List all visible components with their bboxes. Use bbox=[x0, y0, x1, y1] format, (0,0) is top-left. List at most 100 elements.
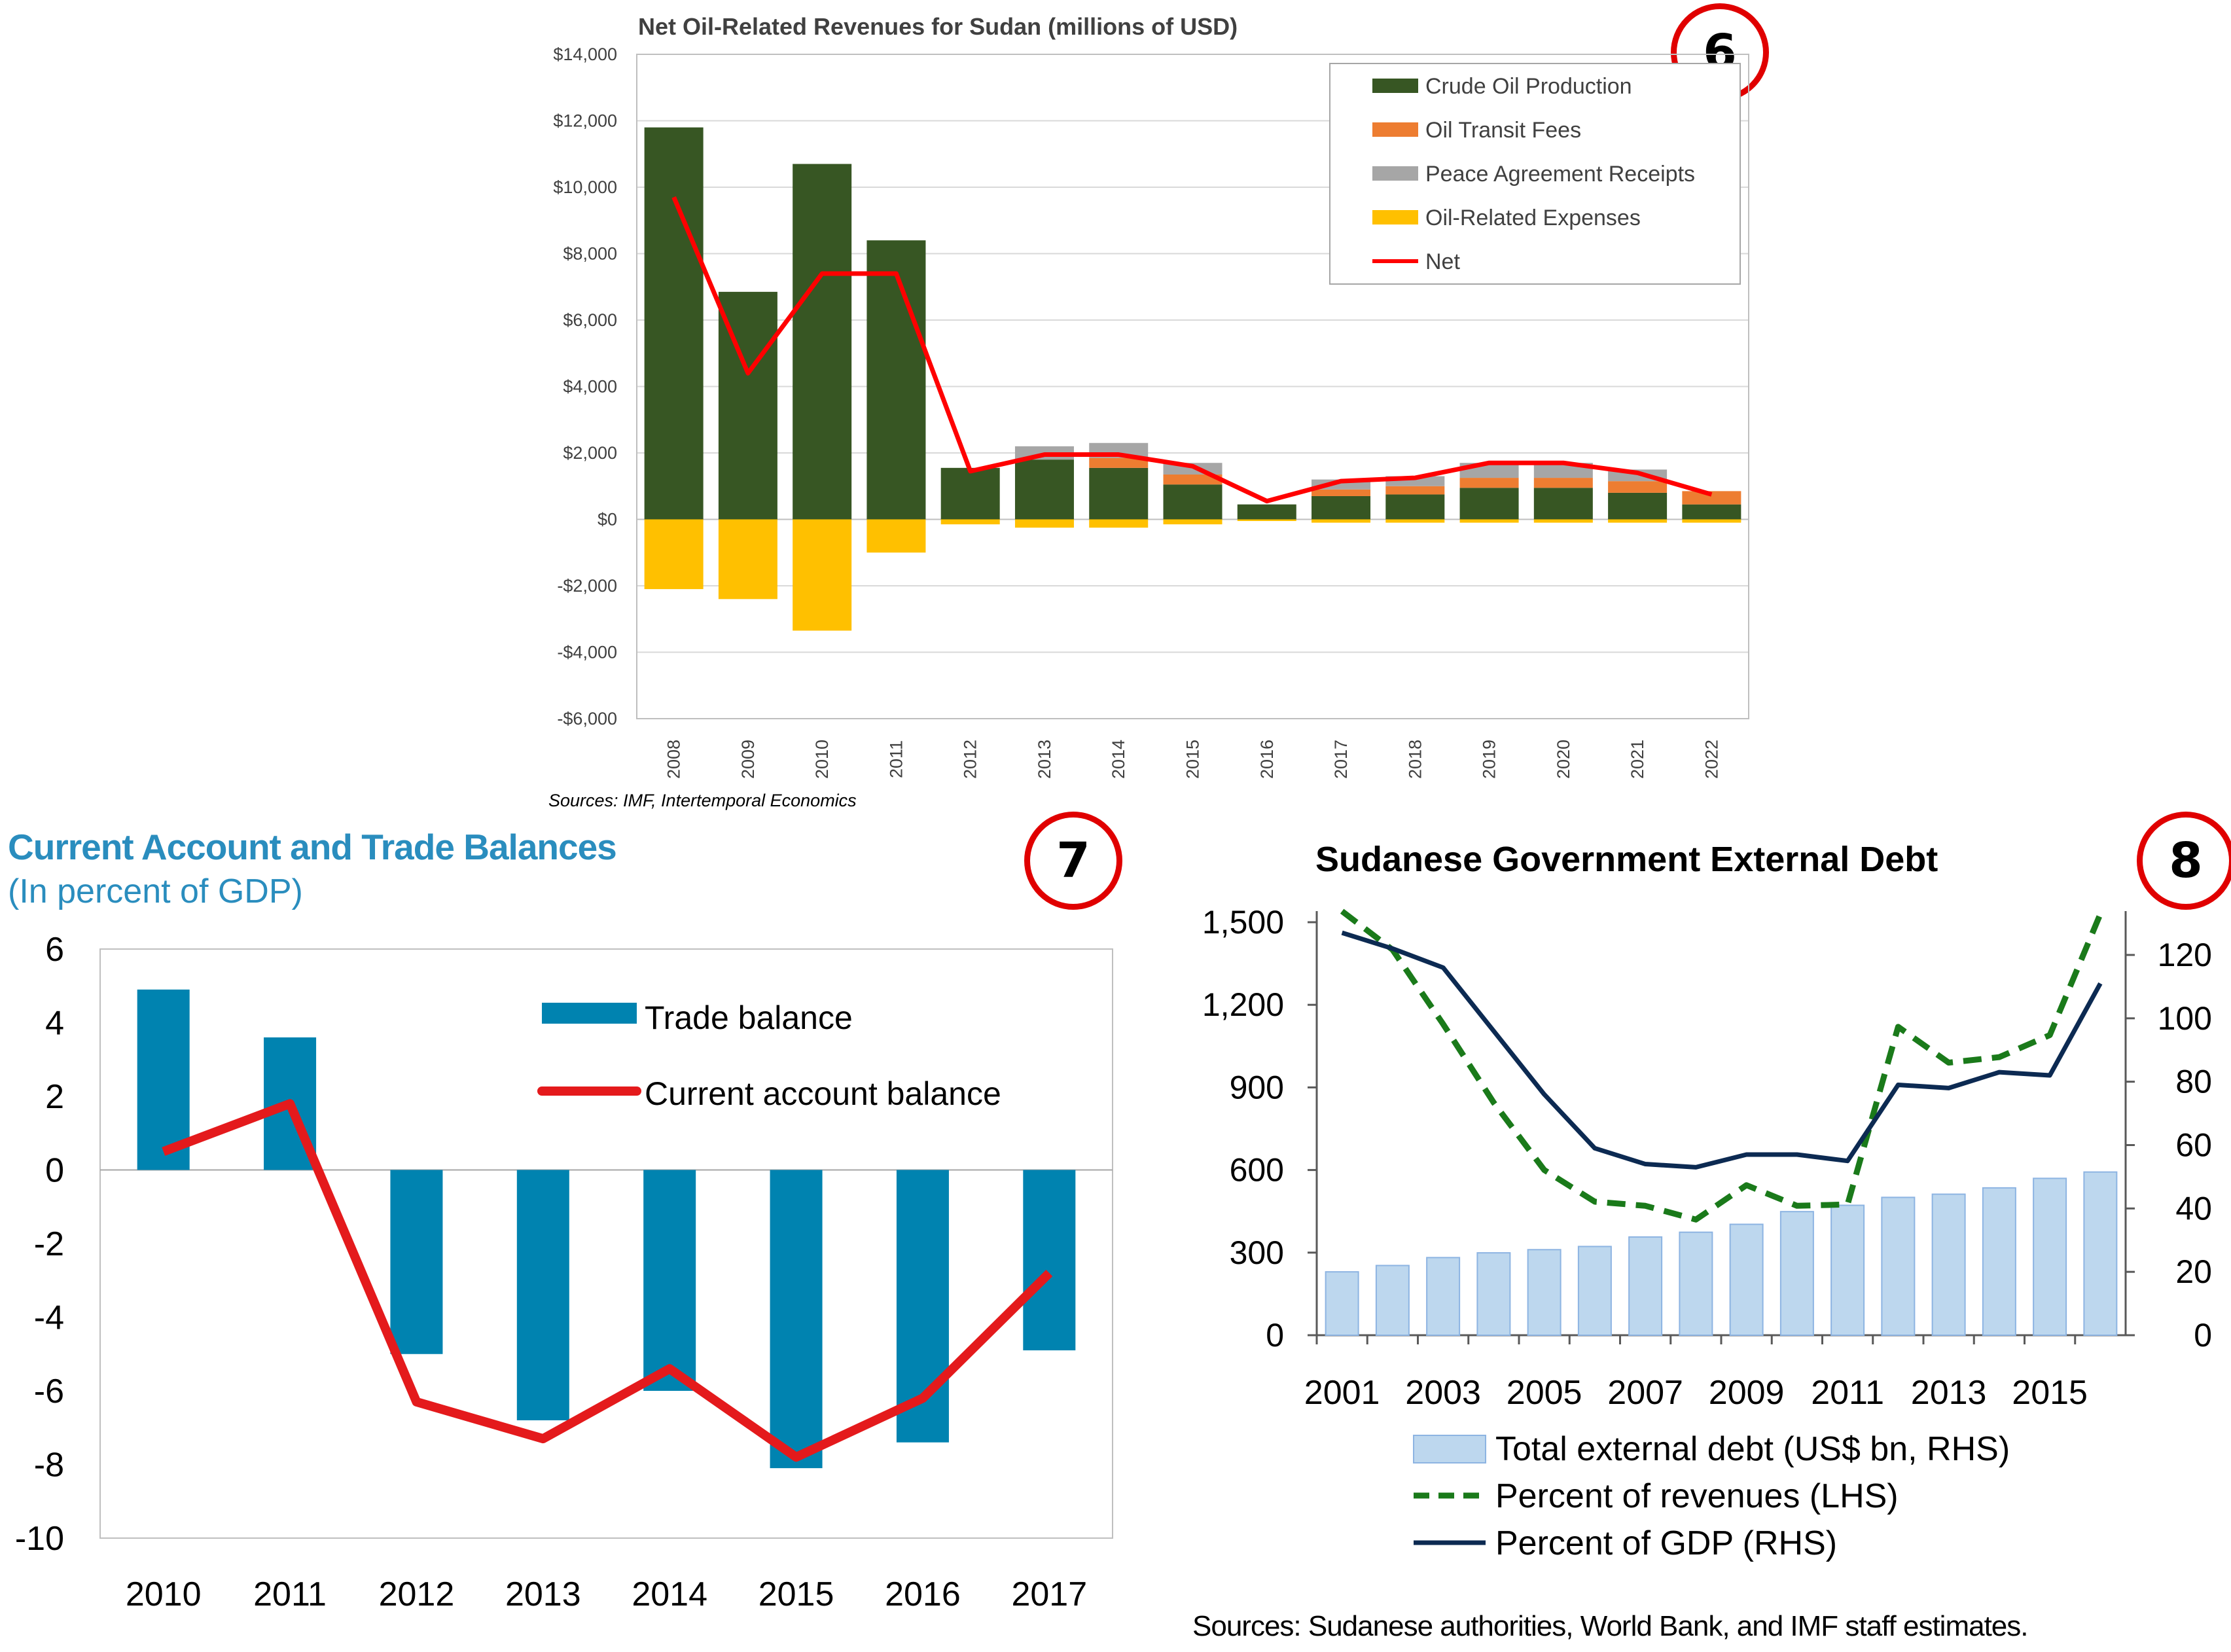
y-tick-label: 6 bbox=[45, 931, 64, 969]
y-tick-label-right: 20 bbox=[2175, 1253, 2212, 1290]
external-debt-bar bbox=[1779, 1211, 1814, 1337]
bar-segment bbox=[1682, 504, 1741, 520]
bar-segment bbox=[1385, 494, 1445, 520]
legend-label: Oil Transit Fees bbox=[1425, 118, 1581, 143]
external-debt-bar bbox=[1426, 1257, 1461, 1336]
x-tick-label: 2016 bbox=[885, 1575, 961, 1613]
bar-segment bbox=[644, 127, 704, 520]
bar-segment bbox=[1237, 504, 1296, 520]
y-tick-label-left: 300 bbox=[1230, 1234, 1284, 1271]
x-tick-label: 2015 bbox=[1183, 740, 1203, 779]
x-tick-label: 2010 bbox=[126, 1575, 202, 1613]
x-tick-label: 2014 bbox=[632, 1575, 707, 1613]
x-tick-label: 2011 bbox=[253, 1575, 327, 1613]
y-tick-label-right: 0 bbox=[2194, 1317, 2212, 1354]
legend-label: Current account balance bbox=[645, 1075, 1001, 1112]
bar-segment bbox=[1385, 486, 1445, 495]
legend-swatch bbox=[1372, 79, 1418, 93]
trade-balance-bar bbox=[390, 1170, 443, 1354]
percent-revenues-line bbox=[1340, 908, 2103, 1223]
external-debt-bar bbox=[1830, 1204, 1865, 1337]
y-tick-label: $10,000 bbox=[553, 177, 617, 197]
bar-segment bbox=[1459, 488, 1519, 520]
x-tick-label: 2009 bbox=[738, 740, 758, 779]
bar-segment bbox=[1608, 481, 1668, 493]
x-tick-label: 2007 bbox=[1607, 1374, 1683, 1412]
chart7-number-badge: 7 bbox=[1024, 812, 1122, 910]
external-debt-bar bbox=[1375, 1265, 1410, 1336]
chart8-title: Sudanese Government External Debt bbox=[1315, 840, 1938, 879]
x-tick-label: 2008 bbox=[664, 740, 684, 779]
bar-segment bbox=[1459, 478, 1519, 488]
y-tick-label-left: 600 bbox=[1230, 1152, 1284, 1189]
bar-segment bbox=[1089, 458, 1149, 468]
x-tick-label: 2012 bbox=[961, 740, 980, 779]
y-tick-label: -6 bbox=[34, 1373, 64, 1410]
x-tick-label: 2010 bbox=[812, 740, 832, 779]
x-tick-label: 2005 bbox=[1507, 1374, 1582, 1412]
chart8-sources: Sources: Sudanese authorities, World Ban… bbox=[1192, 1610, 2028, 1642]
y-tick-label-right: 80 bbox=[2175, 1064, 2212, 1100]
bar-segment bbox=[1533, 519, 1593, 523]
legend-label: Peace Agreement Receipts bbox=[1425, 162, 1695, 187]
bar-segment bbox=[940, 467, 1000, 520]
bar-segment bbox=[1312, 495, 1371, 520]
x-tick-label: 2003 bbox=[1405, 1374, 1481, 1412]
bar-segment bbox=[1163, 519, 1223, 525]
x-tick-label: 2013 bbox=[1911, 1374, 1987, 1412]
external-debt-bar bbox=[1628, 1236, 1663, 1336]
bar-segment bbox=[1089, 519, 1149, 528]
y-tick-label: -8 bbox=[34, 1446, 64, 1484]
trade-balance-bar bbox=[516, 1170, 569, 1420]
external-debt-bar bbox=[1729, 1223, 1764, 1336]
chart7-subtitle: (In percent of GDP) bbox=[8, 872, 303, 910]
x-tick-label: 2021 bbox=[1628, 740, 1647, 779]
y-tick-label: -$4,000 bbox=[557, 643, 617, 662]
legend-label: Percent of GDP (RHS) bbox=[1495, 1524, 1837, 1562]
trade-balance-bar bbox=[643, 1170, 696, 1391]
x-tick-label: 2015 bbox=[759, 1575, 834, 1613]
bar-segment bbox=[866, 519, 926, 553]
y-tick-label: $2,000 bbox=[563, 443, 617, 463]
y-tick-label: $4,000 bbox=[563, 377, 617, 397]
bar-segment bbox=[1163, 484, 1223, 520]
y-tick-label-left: 1,500 bbox=[1202, 904, 1284, 941]
x-tick-label: 2013 bbox=[1035, 740, 1054, 779]
y-tick-label-right: 100 bbox=[2158, 1000, 2212, 1037]
y-tick-label: 0 bbox=[45, 1152, 64, 1190]
legend-swatch bbox=[1372, 210, 1418, 224]
bar-segment bbox=[1237, 519, 1296, 522]
bar-segment bbox=[1682, 519, 1741, 523]
y-tick-label-left: 1,200 bbox=[1202, 986, 1284, 1023]
x-tick-label: 2017 bbox=[1331, 740, 1351, 779]
y-tick-label: $8,000 bbox=[563, 244, 617, 264]
bar-segment bbox=[866, 240, 926, 520]
y-tick-label: $12,000 bbox=[553, 111, 617, 131]
external-debt-bar bbox=[2083, 1171, 2118, 1337]
external-debt-bar bbox=[1982, 1187, 2016, 1337]
x-tick-label: 2001 bbox=[1304, 1374, 1380, 1412]
y-tick-label-right: 40 bbox=[2175, 1190, 2212, 1227]
plot-frame bbox=[99, 948, 1113, 1539]
bar-segment bbox=[793, 164, 852, 520]
external-debt-bar bbox=[1577, 1246, 1612, 1337]
percent-gdp-line bbox=[1341, 930, 2103, 1170]
bar-segment bbox=[1014, 519, 1074, 528]
legend-label: Net bbox=[1425, 249, 1460, 274]
legend-swatch bbox=[1413, 1435, 1486, 1463]
plot-frame bbox=[636, 54, 1749, 719]
y-tick-label-left: 0 bbox=[1266, 1317, 1284, 1354]
bar-segment bbox=[1608, 492, 1668, 520]
bar-segment bbox=[1014, 459, 1074, 520]
y-tick-label-left: 900 bbox=[1230, 1069, 1284, 1105]
bar-segment bbox=[644, 519, 704, 590]
trade-balance-bar bbox=[137, 989, 190, 1170]
bar-segment bbox=[1385, 519, 1445, 523]
chart6-title: Net Oil-Related Revenues for Sudan (mill… bbox=[638, 13, 1238, 40]
bar-segment bbox=[1608, 519, 1668, 523]
external-debt-bar bbox=[2033, 1177, 2067, 1337]
bar-segment bbox=[1089, 467, 1149, 520]
external-debt-bar bbox=[1325, 1271, 1359, 1336]
y-tick-label: -10 bbox=[15, 1520, 64, 1558]
bar-segment bbox=[793, 519, 852, 631]
